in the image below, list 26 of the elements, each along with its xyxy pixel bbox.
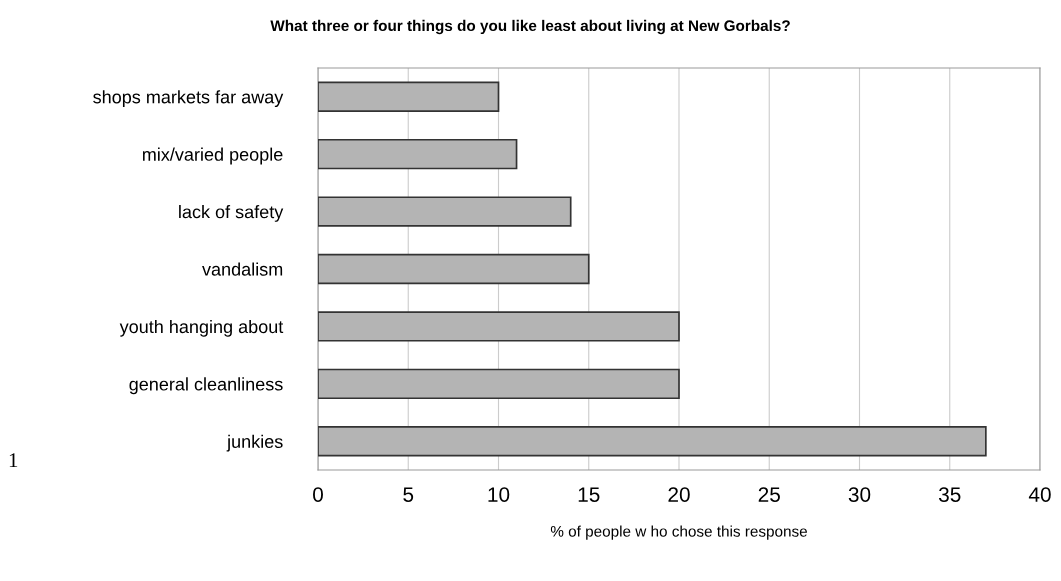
bar xyxy=(318,368,680,400)
bar xyxy=(318,81,500,112)
y-tick-label: junkies xyxy=(226,434,283,452)
bar xyxy=(318,196,572,227)
text: 1 xyxy=(9,453,18,468)
y-tick-label: youth hanging about xyxy=(119,319,284,337)
y-tick-label: vandalism xyxy=(202,262,283,276)
x-tick-label: 20 xyxy=(668,487,690,502)
x-axis-title: % of people w ho chose this response xyxy=(550,525,807,540)
bar xyxy=(318,138,518,170)
bar xyxy=(318,426,987,457)
bar xyxy=(318,253,590,285)
x-tick-label: 25 xyxy=(758,487,780,502)
x-tick-label: 10 xyxy=(488,487,510,502)
x-tick-label: 0 xyxy=(313,487,323,502)
bar xyxy=(318,311,680,342)
x-tick-label: 15 xyxy=(578,487,600,502)
x-tick-label: 35 xyxy=(938,487,961,502)
y-tick-label: shops markets far away xyxy=(93,90,284,107)
y-tick-label: lack of safety xyxy=(179,205,284,222)
x-tick-label: 40 xyxy=(1028,487,1051,502)
x-tick-label: 30 xyxy=(848,487,871,502)
y-tick-label: general cleanliness xyxy=(129,377,283,395)
y-tick-label: mix/varied people xyxy=(142,147,283,165)
chart-title: What three or four things do you like least about living at New Gorbals? xyxy=(270,19,790,35)
x-tick-label: 5 xyxy=(403,487,414,502)
